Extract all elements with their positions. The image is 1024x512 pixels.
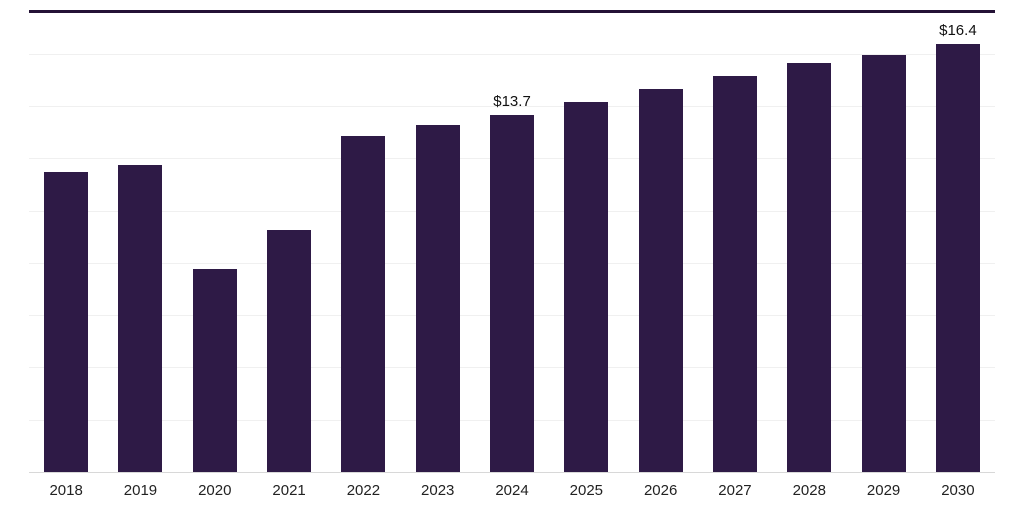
bar-value-label: $13.7: [493, 92, 531, 110]
x-tick-label: 2022: [346, 482, 381, 499]
x-axis-line: [29, 472, 995, 473]
bar-2027: [712, 75, 757, 473]
bar-group-2027: [698, 13, 772, 473]
x-tick-label: 2030: [941, 482, 975, 499]
x-tick-label: 2023: [421, 482, 455, 499]
x-tick-label: 2024: [495, 482, 529, 499]
bar-group-2021: [252, 13, 326, 473]
bar-2019: [118, 164, 163, 473]
x-axis: 2018 2019 2020 2021 2022 2023 2024 2025 2026 2027…: [29, 482, 995, 499]
bar-2029: [861, 54, 906, 473]
bar-group-2029: [846, 13, 920, 473]
bar-2026: [638, 88, 683, 473]
x-tick-label: 2019: [123, 482, 158, 499]
x-tick-label: 2025: [569, 482, 604, 499]
bar-group-2022: [326, 13, 400, 473]
bar-group-2019: [103, 13, 177, 473]
bar-2030: [935, 44, 980, 473]
bar-group-2030: $16.4: [921, 13, 995, 473]
bar-chart: $13.7 $16.4 2018 2019 2020 2021 2022 2023 2024 2…: [29, 0, 995, 512]
gridline: [29, 106, 995, 108]
bar-group-2024: $13.7: [475, 13, 549, 473]
bar-2018: [44, 172, 89, 473]
bar-2024: [490, 114, 535, 473]
bar-2021: [267, 229, 312, 473]
bars-container: $13.7 $16.4: [29, 13, 995, 473]
bar-group-2018: [29, 13, 103, 473]
bar-2020: [192, 269, 237, 473]
bar-2022: [341, 135, 386, 473]
bar-group-2026: [624, 13, 698, 473]
bar-2023: [415, 125, 460, 473]
x-tick-label: 2026: [643, 482, 678, 499]
x-tick-label: 2021: [272, 482, 306, 499]
plot-area: $13.7 $16.4: [29, 10, 995, 473]
bar-2025: [564, 101, 609, 473]
bar-group-2028: [772, 13, 846, 473]
bar-group-2023: [401, 13, 475, 473]
bar-2028: [787, 62, 832, 473]
bar-value-label: $16.4: [939, 22, 977, 40]
x-tick-label: 2020: [198, 482, 232, 499]
x-tick-label: 2027: [718, 482, 752, 499]
bar-group-2020: [178, 13, 252, 473]
x-tick-label: 2029: [866, 482, 901, 499]
gridline: [29, 53, 995, 55]
bar-group-2025: [549, 13, 623, 473]
x-tick-label: 2028: [792, 482, 826, 499]
x-tick-label: 2018: [49, 482, 83, 499]
